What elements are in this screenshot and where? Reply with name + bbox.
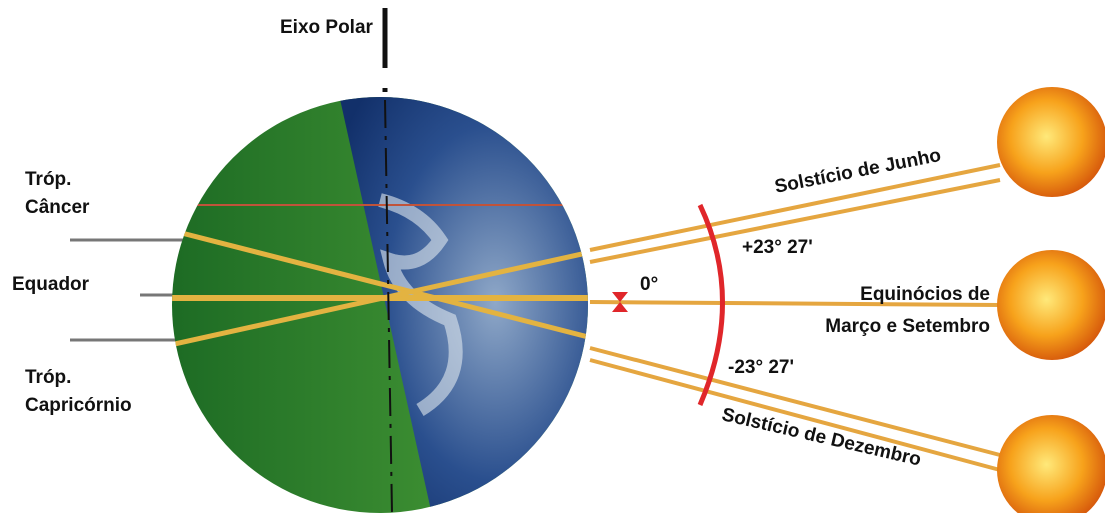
- label-equador: Equador: [12, 274, 90, 295]
- label-mais-angulo: +23° 27': [742, 237, 813, 258]
- label-trop-capricornio: Capricórnio: [25, 395, 132, 416]
- label-trop-cancer: Câncer: [25, 197, 90, 218]
- ray: [590, 360, 1000, 470]
- label-trop-cancer: Tróp.: [25, 169, 71, 190]
- sun: [997, 415, 1105, 513]
- sun: [997, 87, 1105, 197]
- label-menos-angulo: -23° 27': [728, 357, 794, 378]
- label-trop-capricornio: Tróp.: [25, 367, 71, 388]
- diagram: Eixo Polar Tróp. Câncer Equador Tróp. Ca…: [0, 0, 1105, 513]
- page: {"labels": { "eixo_polar": "Eixo Polar",…: [0, 0, 1105, 513]
- label-equinocios: Março e Setembro: [825, 316, 990, 337]
- label-zero: 0°: [640, 274, 658, 295]
- sun: [997, 250, 1105, 360]
- label-equinocios: Equinócios de: [860, 284, 990, 305]
- label-eixo-polar: Eixo Polar: [280, 17, 374, 38]
- label-solsticio-junho: Solstício de Junho: [773, 145, 943, 198]
- label-solsticio-dezembro: Solstício de Dezembro: [720, 404, 923, 470]
